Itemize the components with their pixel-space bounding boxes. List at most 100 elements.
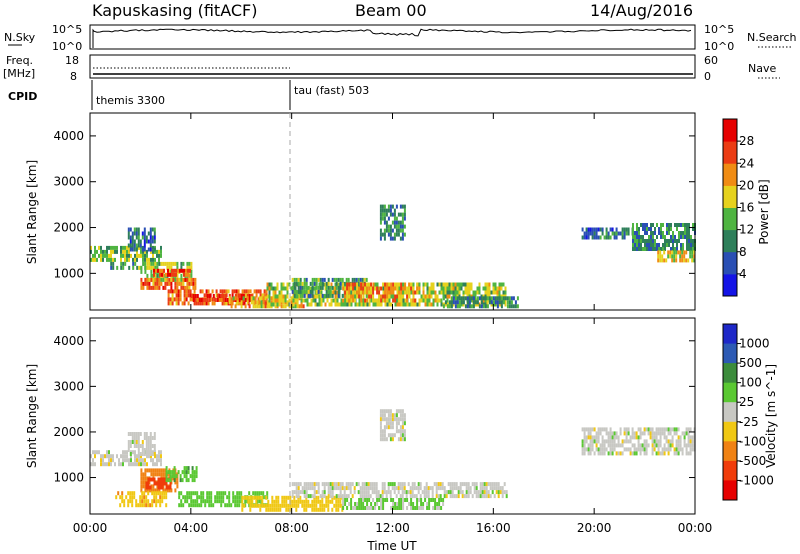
velocity-colorbar-tick-label: -100 (739, 434, 766, 448)
velocity-colorbar-frame (722, 323, 738, 501)
velocity-ylabel: Slant Range [km] (25, 364, 39, 468)
power-ylabel: Slant Range [km] (25, 160, 39, 264)
power-region (379, 204, 406, 241)
date-label: 14/Aug/2016 (590, 1, 693, 20)
nave-tick-top: 60 (704, 54, 718, 67)
power-colorbar-swatch (723, 207, 737, 231)
power-colorbar-tick-label: 24 (739, 156, 754, 170)
power-colorbar: 4 8 12 16 20 24 28 (722, 118, 754, 297)
nsky-tick-top: 10^5 (52, 23, 82, 36)
velocity-colorbar-swatch (723, 402, 737, 423)
power-region (632, 223, 696, 251)
xtick-label: 16:00 (476, 521, 511, 535)
power-region (342, 282, 419, 303)
velocity-colorbar-swatch (723, 460, 737, 481)
freq-unit: [MHz] (3, 67, 35, 80)
velocity-ytick-label: 1000 (53, 471, 84, 485)
velocity-region (127, 432, 156, 456)
velocity-colorbar-swatch (723, 441, 737, 462)
power-region (581, 227, 634, 240)
velocity-colorbar-tick-label: 25 (739, 395, 754, 409)
velocity-region (291, 482, 508, 499)
nsearch-label: N.Search (747, 31, 797, 44)
velocity-ytick-label: 4000 (53, 334, 84, 348)
nave-label: Nave (748, 62, 776, 75)
power-colorbar-tick-label: 8 (739, 245, 747, 259)
velocity-colorbar-tick-label: 100 (739, 376, 762, 390)
xtick-label: 08:00 (274, 521, 309, 535)
velocity-colorbar-tick-label: -25 (739, 415, 759, 429)
power-colorbar-tick-label: 16 (739, 201, 754, 215)
plot-title: Kapuskasing (fitACF) (92, 1, 257, 20)
velocity-panel: 1000 2000 3000 4000 Slant Range [km] 1000 50… (25, 113, 778, 553)
freq-label: Freq. (6, 54, 33, 67)
xtick-label: 12:00 (375, 521, 410, 535)
power-region (127, 227, 156, 252)
velocity-y-ticks: 1000 2000 3000 4000 (53, 334, 695, 485)
power-region (140, 277, 197, 290)
velocity-colorbar-tick-label: -1000 (739, 473, 774, 487)
velocity-region (581, 427, 696, 456)
velocity-region (115, 491, 168, 508)
nave-tick-bottom: 0 (704, 70, 711, 83)
velocity-cells (90, 409, 696, 512)
power-colorbar-label: Power [dB] (757, 179, 771, 244)
xtick-label: 00:00 (73, 521, 108, 535)
velocity-colorbar-tick-label: 500 (739, 356, 762, 370)
power-colorbar-tick-label: 4 (739, 267, 747, 281)
xtick-label: 00:00 (678, 521, 713, 535)
velocity-ytick-label: 3000 (53, 379, 84, 393)
velocity-colorbar-swatch (723, 343, 737, 364)
power-colorbar-swatch (723, 251, 737, 275)
power-ytick-label: 3000 (53, 175, 84, 189)
x-axis-label: Time UT (366, 539, 417, 553)
velocity-region (342, 498, 445, 510)
power-region (153, 268, 191, 277)
velocity-colorbar: 1000 500 100 25 -25 -100 -500 -1000 (722, 323, 774, 501)
power-ytick-label: 1000 (53, 266, 84, 280)
cpid-label: CPID (8, 90, 37, 103)
power-colorbar-swatch (723, 119, 737, 142)
xtick-label: 20:00 (577, 521, 612, 535)
power-colorbar-swatch (723, 273, 737, 297)
nsearch-tick-top: 10^5 (704, 23, 734, 36)
velocity-colorbar-tick-label: 1000 (739, 337, 770, 351)
velocity-colorbar-swatch (723, 480, 737, 501)
velocity-colorbar-swatch (723, 363, 737, 384)
cpid-segment-0: themis 3300 (96, 94, 165, 107)
freq-tick-top: 18 (65, 54, 79, 67)
velocity-x-ticks: 00:00 04:00 08:00 12:00 16:00 20:00 00:00 (73, 113, 713, 535)
power-colorbar-swatch (723, 141, 737, 164)
power-region (657, 250, 696, 263)
velocity-region (165, 466, 198, 483)
power-y-ticks: 1000 2000 3000 4000 (53, 129, 695, 280)
nsearch-tick-bottom: 10^0 (704, 40, 734, 53)
freq-tick-bottom: 8 (70, 70, 77, 83)
velocity-region (379, 409, 406, 442)
velocity-colorbar-swatch (723, 324, 737, 345)
power-colorbar-swatch (723, 185, 737, 208)
velocity-colorbar-label: Velocity [m s^-1] (764, 364, 778, 468)
power-ytick-label: 2000 (53, 221, 84, 235)
power-colorbar-tick-label: 28 (739, 134, 754, 148)
power-colorbar-tick-label: 20 (739, 178, 754, 192)
velocity-colorbar-swatch (723, 382, 737, 403)
nsky-tick-bottom: 10^0 (52, 40, 82, 53)
freq-panel-frame (89, 54, 696, 79)
nsky-trace (92, 28, 692, 48)
power-colorbar-swatch (723, 229, 737, 253)
xtick-label: 04:00 (174, 521, 209, 535)
nsky-panel-frame (89, 24, 696, 50)
power-colorbar-tick-label: 12 (739, 223, 754, 237)
power-panel: 1000 2000 3000 4000 Slant Range [km] 4 8 12 16… (25, 112, 771, 311)
power-cells (90, 204, 696, 309)
velocity-colorbar-swatch (723, 421, 737, 442)
cpid-segment-1: tau (fast) 503 (294, 84, 369, 97)
nsky-label: N.Sky (4, 31, 36, 44)
power-region (442, 296, 519, 309)
velocity-region (241, 495, 344, 512)
velocity-colorbar-tick-label: -500 (739, 454, 766, 468)
power-ytick-label: 4000 (53, 129, 84, 143)
power-region (90, 245, 162, 262)
